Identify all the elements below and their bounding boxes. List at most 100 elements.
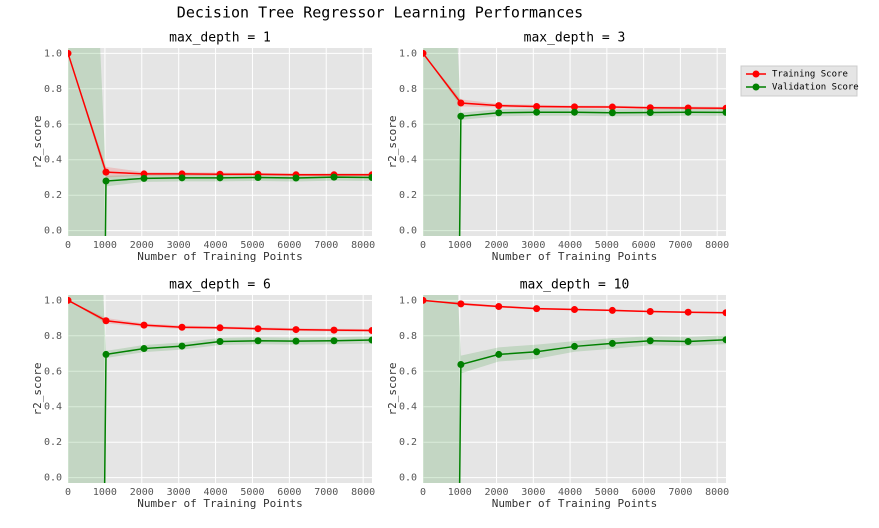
x-axis-label: Number of Training Points	[137, 250, 303, 263]
point	[102, 177, 110, 185]
point	[254, 325, 262, 333]
y-axis-label: r2_score	[386, 116, 399, 169]
plot-area	[423, 295, 726, 483]
point	[457, 300, 465, 308]
x-tick-label: 1000	[448, 487, 472, 498]
y-tick-label: 1.0	[399, 295, 417, 306]
x-tick-label: 4000	[558, 240, 582, 251]
point	[102, 317, 110, 325]
y-tick-label: 0.2	[399, 437, 417, 448]
x-tick-label: 7000	[314, 240, 338, 251]
point	[533, 108, 541, 116]
x-tick-label: 5000	[240, 487, 264, 498]
point	[330, 337, 338, 345]
plot-area	[423, 48, 726, 236]
point	[292, 337, 300, 345]
point	[254, 337, 262, 345]
point	[608, 109, 616, 117]
x-tick-label: 8000	[705, 240, 729, 251]
point	[330, 326, 338, 334]
point	[646, 109, 654, 117]
legend-label: Validation Score	[772, 83, 859, 93]
x-tick-label: 1000	[93, 240, 117, 251]
point	[684, 337, 692, 345]
y-tick-label: 0.4	[44, 155, 62, 166]
y-axis-label: r2_score	[31, 116, 44, 169]
point	[495, 109, 503, 117]
point	[722, 108, 726, 116]
y-tick-label: 0.0	[399, 226, 417, 237]
point	[495, 303, 503, 311]
figure-title: Decision Tree Regressor Learning Perform…	[177, 4, 583, 22]
point	[368, 336, 372, 344]
point	[68, 49, 72, 57]
point	[68, 296, 72, 304]
point	[457, 361, 465, 369]
point	[330, 173, 338, 181]
point	[571, 306, 578, 314]
x-tick-label: 0	[420, 487, 426, 498]
y-tick-label: 0.6	[399, 119, 417, 130]
point	[495, 350, 503, 358]
point	[571, 108, 578, 116]
point	[178, 174, 186, 182]
x-axis-label: Number of Training Points	[492, 497, 658, 510]
y-tick-label: 0.4	[399, 402, 417, 413]
x-tick-label: 5000	[240, 240, 264, 251]
legend-label: Training Score	[772, 70, 848, 80]
y-tick-label: 0.4	[399, 155, 417, 166]
y-tick-label: 0.2	[44, 437, 62, 448]
x-tick-label: 6000	[277, 240, 301, 251]
subplot-title: max_depth = 1	[169, 31, 271, 46]
x-tick-label: 5000	[595, 240, 619, 251]
point	[571, 342, 578, 350]
subplot-title: max_depth = 3	[524, 31, 626, 46]
point	[608, 103, 616, 111]
x-tick-label: 7000	[314, 487, 338, 498]
x-tick-label: 1000	[448, 240, 472, 251]
plot-area	[68, 295, 372, 483]
x-tick-label: 8000	[351, 487, 375, 498]
point	[608, 306, 616, 314]
x-tick-label: 0	[65, 487, 71, 498]
x-tick-label: 2000	[130, 240, 154, 251]
point	[722, 336, 726, 344]
point	[457, 99, 465, 107]
point	[216, 174, 224, 182]
point	[368, 326, 372, 334]
y-tick-label: 1.0	[44, 48, 62, 59]
y-tick-label: 0.2	[399, 190, 417, 201]
x-tick-label: 0	[65, 240, 71, 251]
x-tick-label: 3000	[521, 487, 545, 498]
point	[423, 49, 427, 57]
y-tick-label: 0.0	[44, 226, 62, 237]
subplot-title: max_depth = 10	[520, 278, 630, 293]
x-tick-label: 6000	[632, 487, 656, 498]
point	[178, 323, 186, 331]
point	[140, 174, 148, 182]
y-tick-label: 0.8	[44, 84, 62, 95]
point	[423, 296, 427, 304]
plot-area	[68, 48, 372, 236]
x-tick-label: 2000	[130, 487, 154, 498]
y-tick-label: 0.6	[44, 119, 62, 130]
point	[684, 108, 692, 116]
x-tick-label: 4000	[558, 487, 582, 498]
point	[533, 348, 541, 356]
subplot-title: max_depth = 6	[169, 278, 271, 293]
y-tick-label: 0.6	[44, 366, 62, 377]
point	[140, 345, 148, 353]
y-tick-label: 1.0	[399, 48, 417, 59]
x-tick-label: 8000	[351, 240, 375, 251]
legend-marker	[752, 70, 760, 78]
x-tick-label: 2000	[484, 487, 508, 498]
point	[140, 321, 148, 329]
x-axis-label: Number of Training Points	[492, 250, 658, 263]
x-tick-label: 1000	[93, 487, 117, 498]
y-axis-label: r2_score	[386, 363, 399, 416]
point	[368, 173, 372, 181]
point	[533, 103, 541, 111]
y-tick-label: 0.0	[399, 473, 417, 484]
point	[102, 350, 110, 358]
x-tick-label: 4000	[204, 240, 228, 251]
